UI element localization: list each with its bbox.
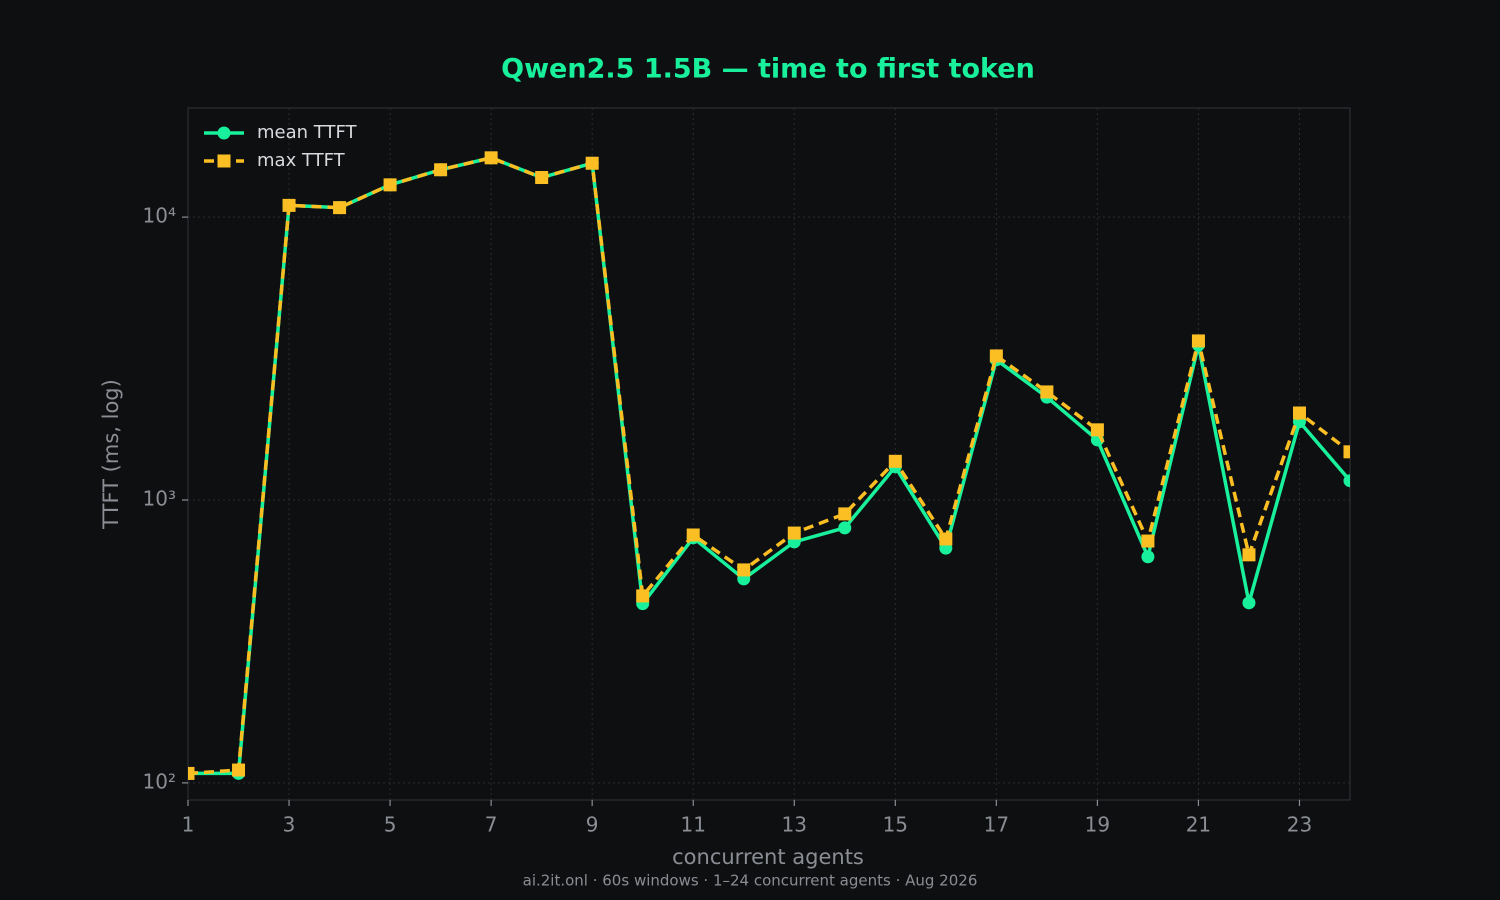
x-tick-label: 7: [485, 813, 498, 837]
legend-marker: [217, 126, 231, 140]
marker: [282, 198, 296, 212]
marker: [1141, 534, 1155, 548]
marker: [787, 526, 801, 540]
marker: [1242, 548, 1256, 562]
footer: ai.2it.onl · 60s windows · 1–24 concurre…: [523, 872, 978, 890]
x-tick-label: 13: [782, 813, 807, 837]
series-layer: [188, 151, 1350, 780]
marker: [232, 763, 246, 777]
x-tick-label: 19: [1085, 813, 1110, 837]
marker: [585, 156, 599, 170]
marker: [989, 349, 1003, 363]
x-tick-label: 1: [182, 813, 195, 837]
x-tick-label: 15: [883, 813, 908, 837]
marker: [535, 171, 549, 185]
marker: [888, 454, 902, 468]
legend-marker: [217, 154, 231, 168]
marker: [1191, 334, 1205, 348]
marker: [1141, 550, 1155, 564]
y-tick-label: 10³: [143, 486, 176, 510]
y-tick-label: 10²: [143, 769, 176, 793]
x-tick-label: 17: [984, 813, 1009, 837]
marker: [1292, 406, 1306, 420]
marker: [1343, 474, 1350, 488]
marker: [1090, 423, 1104, 437]
legend-label: max TTFT: [257, 150, 346, 171]
chart-title: Qwen2.5 1.5B — time to first token: [501, 54, 1035, 85]
x-tick-label: 21: [1186, 813, 1211, 837]
marker: [838, 521, 852, 535]
marker: [333, 201, 347, 215]
marker: [383, 178, 397, 192]
plot-area: [187, 107, 1351, 801]
marker: [188, 766, 195, 780]
legend-label: mean TTFT: [257, 122, 357, 143]
x-tick-label: 5: [384, 813, 397, 837]
marker: [434, 163, 448, 177]
marker: [737, 563, 751, 577]
marker: [1040, 385, 1054, 399]
marker: [939, 532, 953, 546]
marker: [1242, 596, 1256, 610]
marker: [1343, 445, 1350, 459]
x-tick-label: 9: [586, 813, 599, 837]
x-axis-label: concurrent agents: [672, 845, 864, 869]
x-tick-label: 3: [283, 813, 296, 837]
grid: [187, 108, 1350, 800]
series-line: [188, 156, 1350, 776]
marker: [686, 528, 700, 542]
y-axis-label: TTFT (ms, log): [99, 379, 123, 530]
series-line: [188, 156, 1350, 776]
marker: [838, 507, 852, 521]
marker: [636, 589, 650, 603]
x-tick-label: 23: [1287, 813, 1312, 837]
y-tick-label: 10⁴: [143, 204, 176, 228]
marker: [484, 151, 498, 165]
x-tick-label: 11: [680, 813, 705, 837]
